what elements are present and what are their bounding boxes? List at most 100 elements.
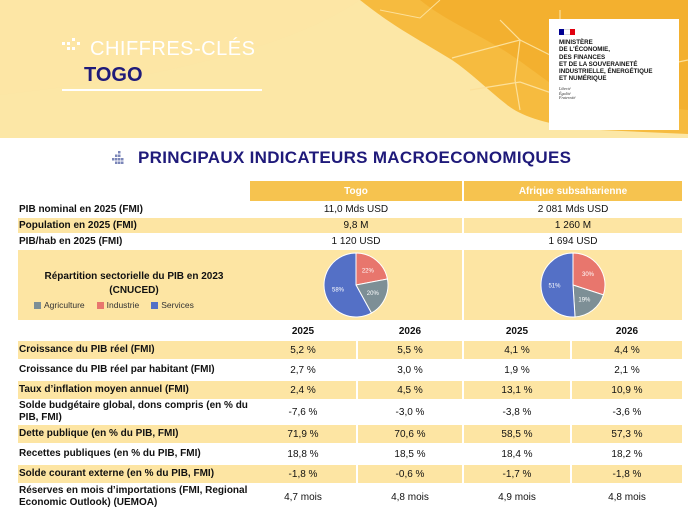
year-ssa-2026: 2026 <box>615 325 639 337</box>
row-value: 2,4 % <box>250 381 356 399</box>
dots-icon <box>62 38 80 50</box>
table-header-row: Togo Afrique subsaharienne <box>18 181 688 201</box>
row-label: Recettes publiques (en % du PIB, FMI) <box>19 448 201 459</box>
year-togo-2025: 2025 <box>291 325 315 337</box>
row-value: 4,4 % <box>572 341 682 359</box>
top-row: PIB/hab en 2025 (FMI) 1 120 USD 1 694 USD <box>18 234 688 249</box>
value-ssa: 1 260 M <box>464 218 682 233</box>
row-value: -0,6 % <box>358 465 462 483</box>
row-value: 4,1 % <box>464 341 570 359</box>
row-label: Croissance du PIB réel (FMI) <box>18 341 250 359</box>
pie-slice-label: 51% <box>548 284 561 290</box>
pie-slice-label: 30% <box>582 272 595 278</box>
ministry-name: MINISTÈRE DE L'ÉCONOMIE, DES FINANCES ET… <box>559 39 653 83</box>
header-banner: CHIFFRES-CLÉS TOGO MINISTÈRE DE L'ÉCONOM… <box>0 0 688 138</box>
row-value: 18,2 % <box>611 448 643 460</box>
table-row: Recettes publiques (en % du PIB, FMI) 18,… <box>18 445 688 463</box>
top-row: PIB nominal en 2025 (FMI) 11,0 Mds USD 2 0… <box>18 202 688 217</box>
row-label: Croissance du PIB réel par habitant (FMI… <box>19 364 215 375</box>
row-label: PIB nominal en 2025 (FMI) <box>19 204 143 215</box>
pie-slice-label: 19% <box>578 298 591 304</box>
row-value: -7,6 % <box>288 406 318 418</box>
pie-slice-label: 20% <box>367 291 380 297</box>
table-row: Croissance du PIB réel (FMI) 5,2 % 5,5 % 4,… <box>18 341 688 359</box>
pie-cell-ssa: 30% 19% 51% <box>464 250 682 320</box>
row-value: -3,6 % <box>612 406 642 418</box>
value-togo: 1 120 USD <box>331 236 381 247</box>
row-value: 1,9 % <box>504 364 530 376</box>
header-togo: Togo <box>250 181 462 201</box>
row-label: Solde courant externe (en % du PIB, FMI) <box>18 465 250 483</box>
row-label: Solde budgétaire global, dons compris (e… <box>19 400 248 423</box>
pie-label-cell: Répartition sectorielle du PIB en 2023 (… <box>18 250 250 320</box>
legend-agriculture: Agriculture <box>34 300 85 310</box>
pie-chart-ssa: 30% 19% 51% <box>540 252 606 318</box>
banner-country: TOGO <box>84 64 143 86</box>
row-value: -1,7 % <box>464 465 570 483</box>
row-value: 70,6 % <box>358 425 462 443</box>
row-label: Dette publique (en % du PIB, FMI) <box>18 425 250 443</box>
pie-slice-industrie <box>572 252 606 296</box>
row-value: 71,9 % <box>250 425 356 443</box>
row-value: 4,7 mois <box>284 491 322 503</box>
row-value: -1,8 % <box>572 465 682 483</box>
value-ssa: 2 081 Mds USD <box>537 204 609 215</box>
table-row: Croissance du PIB réel par habitant (FMI… <box>18 361 688 379</box>
years-row: 2025 2026 2025 2026 <box>18 322 688 340</box>
pie-legend: Agriculture Industrie Services <box>34 300 194 310</box>
pie-slice-services <box>540 252 576 318</box>
row-value: 10,9 % <box>572 381 682 399</box>
pie-slice-agriculture <box>572 284 605 318</box>
legend-services: Services <box>151 300 194 310</box>
row-value: -3,8 % <box>502 406 532 418</box>
row-value: -1,8 % <box>250 465 356 483</box>
title-underline <box>62 89 262 91</box>
row-value: 57,3 % <box>572 425 682 443</box>
year-togo-2026: 2026 <box>398 325 422 337</box>
row-value: 18,5 % <box>394 448 426 460</box>
row-value: 58,5 % <box>464 425 570 443</box>
table-row: Réserves en mois d’importations (FMI, Re… <box>18 485 688 509</box>
value-ssa: 1 694 USD <box>548 236 598 247</box>
pie-cell-togo: 22% 20% 58% <box>250 250 462 320</box>
section-heading: PRINCIPAUX INDICATEURS MACROECONOMIQUES <box>112 146 571 170</box>
pie-slice-label: 58% <box>332 288 345 294</box>
grid-dots-icon <box>112 151 124 164</box>
row-value: 5,2 % <box>250 341 356 359</box>
row-label: Réserves en mois d’importations (FMI, Re… <box>19 485 248 508</box>
table-row: Taux d’inflation moyen annuel (FMI) 2,4 %… <box>18 381 688 399</box>
pie-chart-togo: 22% 20% 58% <box>323 252 389 318</box>
row-value: 4,9 mois <box>498 491 536 503</box>
row-value: 2,7 % <box>290 364 316 376</box>
pie-slice-agriculture <box>355 278 389 314</box>
value-togo: 9,8 M <box>250 218 462 233</box>
header-ssa: Afrique subsaharienne <box>464 181 682 201</box>
section-title: PRINCIPAUX INDICATEURS MACROECONOMIQUES <box>138 148 572 167</box>
table-row: Solde courant externe (en % du PIB, FMI)… <box>18 465 688 483</box>
pie-slice-label: 22% <box>362 269 375 275</box>
legend-industrie: Industrie <box>96 300 139 310</box>
pie-slice-industrie <box>355 252 389 286</box>
row-value: 18,4 % <box>501 448 533 460</box>
row-value: 2,1 % <box>614 364 640 376</box>
year-ssa-2025: 2025 <box>505 325 529 337</box>
ministry-logo: MINISTÈRE DE L'ÉCONOMIE, DES FINANCES ET… <box>549 19 679 130</box>
row-value: 5,5 % <box>358 341 462 359</box>
row-value: 4,8 mois <box>608 491 646 503</box>
french-flag-icon <box>559 29 575 35</box>
row-value: 13,1 % <box>464 381 570 399</box>
row-label: Taux d’inflation moyen annuel (FMI) <box>18 381 250 399</box>
row-label: PIB/hab en 2025 (FMI) <box>19 236 123 247</box>
pie-slice-services <box>323 252 373 318</box>
row-value: 4,8 mois <box>391 491 429 503</box>
value-togo: 11,0 Mds USD <box>323 204 389 215</box>
table-row: Dette publique (en % du PIB, FMI) 71,9 % 7… <box>18 425 688 443</box>
row-value: 4,5 % <box>358 381 462 399</box>
row-label: Population en 2025 (FMI) <box>18 218 250 233</box>
ministry-motto: Liberté Égalité Fraternité <box>559 86 576 100</box>
row-value: -3,0 % <box>395 406 425 418</box>
row-value: 3,0 % <box>397 364 423 376</box>
row-value: 18,8 % <box>287 448 319 460</box>
pie-title: Répartition sectorielle du PIB en 2023 (… <box>44 271 224 296</box>
